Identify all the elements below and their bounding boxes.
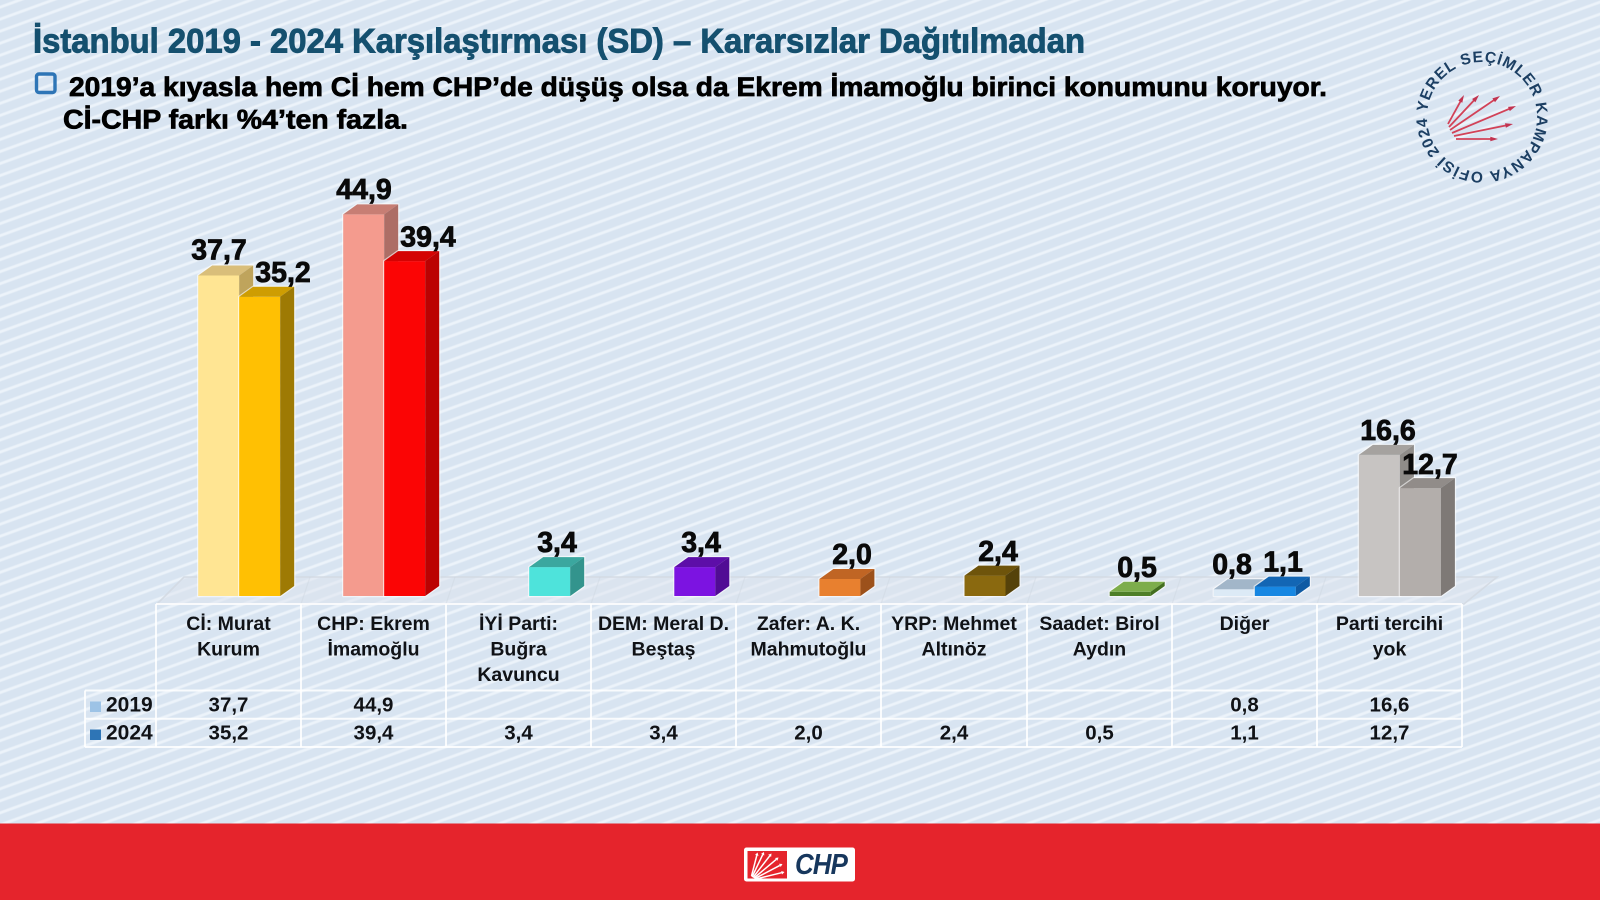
svg-text:Parti tercihi: Parti tercihi [1336, 613, 1443, 635]
svg-text:39,4: 39,4 [354, 722, 394, 745]
svg-text:Zafer: A. K.: Zafer: A. K. [757, 613, 860, 635]
svg-text:0,8: 0,8 [1230, 694, 1259, 717]
svg-text:12,7: 12,7 [1370, 722, 1410, 745]
svg-text:Kavuncu: Kavuncu [477, 664, 559, 686]
svg-text:CHP: CHP [795, 849, 848, 881]
svg-text:2019’a kıyasla hem Cİ hem CHP’: 2019’a kıyasla hem Cİ hem CHP’de düşüş o… [69, 72, 1327, 102]
svg-text:Buğra: Buğra [490, 639, 546, 661]
svg-text:0,5: 0,5 [1085, 722, 1114, 745]
svg-text:3,4: 3,4 [537, 527, 577, 559]
svg-text:Saadet: Birol: Saadet: Birol [1039, 613, 1159, 635]
svg-text:2,4: 2,4 [940, 722, 969, 745]
svg-text:Cİ-CHP farkı %4’ten fazla.: Cİ-CHP farkı %4’ten fazla. [63, 105, 408, 135]
svg-text:Diğer: Diğer [1220, 613, 1270, 635]
svg-text:2024: 2024 [106, 722, 153, 745]
svg-text:Mahmutoğlu: Mahmutoğlu [751, 639, 867, 661]
svg-text:35,2: 35,2 [209, 722, 249, 745]
svg-text:0,8: 0,8 [1212, 549, 1252, 581]
svg-text:Altınöz: Altınöz [922, 639, 987, 661]
svg-text:CHP: Ekrem: CHP: Ekrem [317, 613, 430, 635]
svg-text:İstanbul 2019 - 2024 Karşılaşt: İstanbul 2019 - 2024 Karşılaştırması (SD… [33, 23, 1085, 61]
svg-text:2024 YEREL SEÇİMLER KAMPANYA O: 2024 YEREL SEÇİMLER KAMPANYA OFİSİ [1386, 21, 1578, 213]
svg-text:44,9: 44,9 [354, 694, 394, 717]
svg-text:2019: 2019 [106, 694, 153, 717]
svg-text:İmamoğlu: İmamoğlu [327, 638, 419, 661]
svg-text:2,4: 2,4 [978, 536, 1018, 568]
svg-text:3,4: 3,4 [649, 722, 678, 745]
svg-text:0,5: 0,5 [1117, 552, 1157, 584]
svg-text:Cİ: Murat: Cİ: Murat [186, 612, 271, 635]
svg-text:35,2: 35,2 [255, 257, 310, 289]
svg-text:YRP: Mehmet: YRP: Mehmet [891, 613, 1017, 635]
svg-text:3,4: 3,4 [681, 527, 721, 559]
svg-text:2,0: 2,0 [832, 539, 872, 571]
svg-text:Kurum: Kurum [197, 639, 260, 661]
svg-text:37,7: 37,7 [209, 694, 249, 717]
svg-text:39,4: 39,4 [400, 222, 456, 254]
svg-text:44,9: 44,9 [336, 174, 391, 206]
svg-text:1,1: 1,1 [1230, 722, 1259, 745]
svg-text:Beştaş: Beştaş [632, 639, 696, 661]
svg-text:3,4: 3,4 [504, 722, 533, 745]
svg-text:2,0: 2,0 [794, 722, 823, 745]
svg-text:16,6: 16,6 [1370, 694, 1410, 717]
svg-text:1,1: 1,1 [1263, 547, 1303, 579]
svg-text:İYİ Parti:: İYİ Parti: [479, 612, 558, 635]
svg-text:16,6: 16,6 [1360, 415, 1415, 447]
svg-text:Aydın: Aydın [1073, 639, 1126, 661]
svg-text:DEM: Meral D.: DEM: Meral D. [598, 613, 729, 635]
svg-text:yok: yok [1373, 639, 1407, 661]
svg-text:12,7: 12,7 [1402, 449, 1457, 481]
svg-text:37,7: 37,7 [191, 235, 246, 267]
